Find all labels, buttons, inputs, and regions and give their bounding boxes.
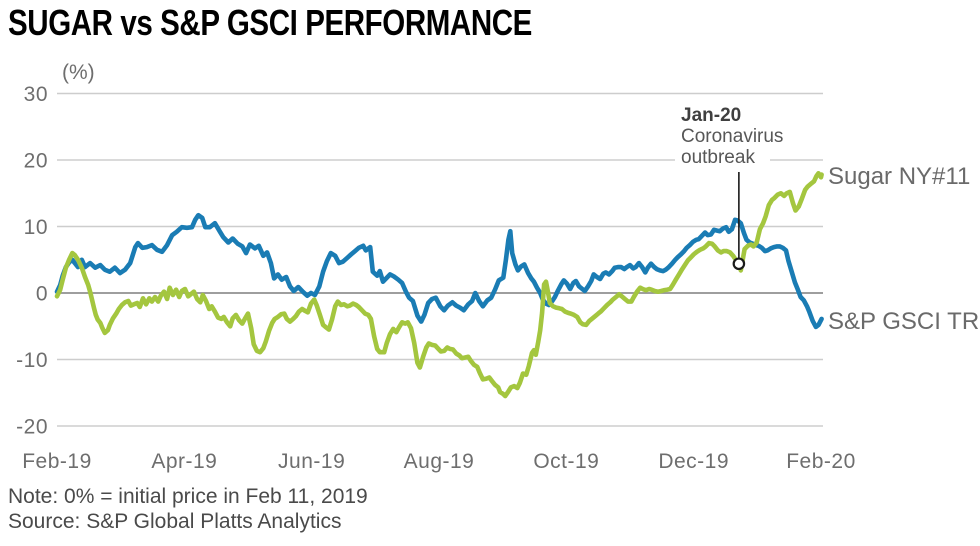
sugar-series-label: Sugar NY#11 [828, 163, 970, 190]
x-tick-label: Oct-19 [533, 450, 599, 473]
y-tick-label: 0 [36, 283, 48, 306]
x-tick-label: Feb-19 [22, 450, 92, 473]
annotation-text-line: outbreak [681, 147, 755, 168]
gsci-line [54, 212, 824, 330]
annotation-marker-circle [732, 257, 746, 271]
chart-title: SUGAR vs S&P GSCI PERFORMANCE [8, 2, 532, 43]
annotation-title: Jan-20 [681, 105, 741, 126]
x-tick-label: Feb-20 [786, 450, 856, 473]
y-tick-label: -20 [16, 416, 48, 439]
x-tick-label: Aug-19 [404, 450, 475, 473]
annotation-text-line: Coronavirus [681, 126, 783, 147]
chart-note: Note: 0% = initial price in Feb 11, 2019 [8, 485, 368, 508]
y-axis-unit-label: (%) [62, 61, 95, 84]
y-tick-label: 10 [24, 216, 48, 239]
x-tick-label: Apr-19 [151, 450, 217, 473]
gsci-series-label: S&P GSCI TR [828, 308, 979, 335]
x-tick-label: Jun-19 [278, 450, 345, 473]
sugar-line [54, 171, 824, 399]
chart-footer: Note: 0% = initial price in Feb 11, 2019… [8, 484, 368, 534]
x-tick-label: Dec-19 [658, 450, 729, 473]
chart-source: Source: S&P Global Platts Analytics [8, 510, 342, 533]
y-tick-label: -10 [16, 349, 48, 372]
y-tick-label: 20 [24, 150, 48, 173]
annotation-backing [675, 101, 770, 172]
y-tick-label: 30 [24, 83, 48, 106]
